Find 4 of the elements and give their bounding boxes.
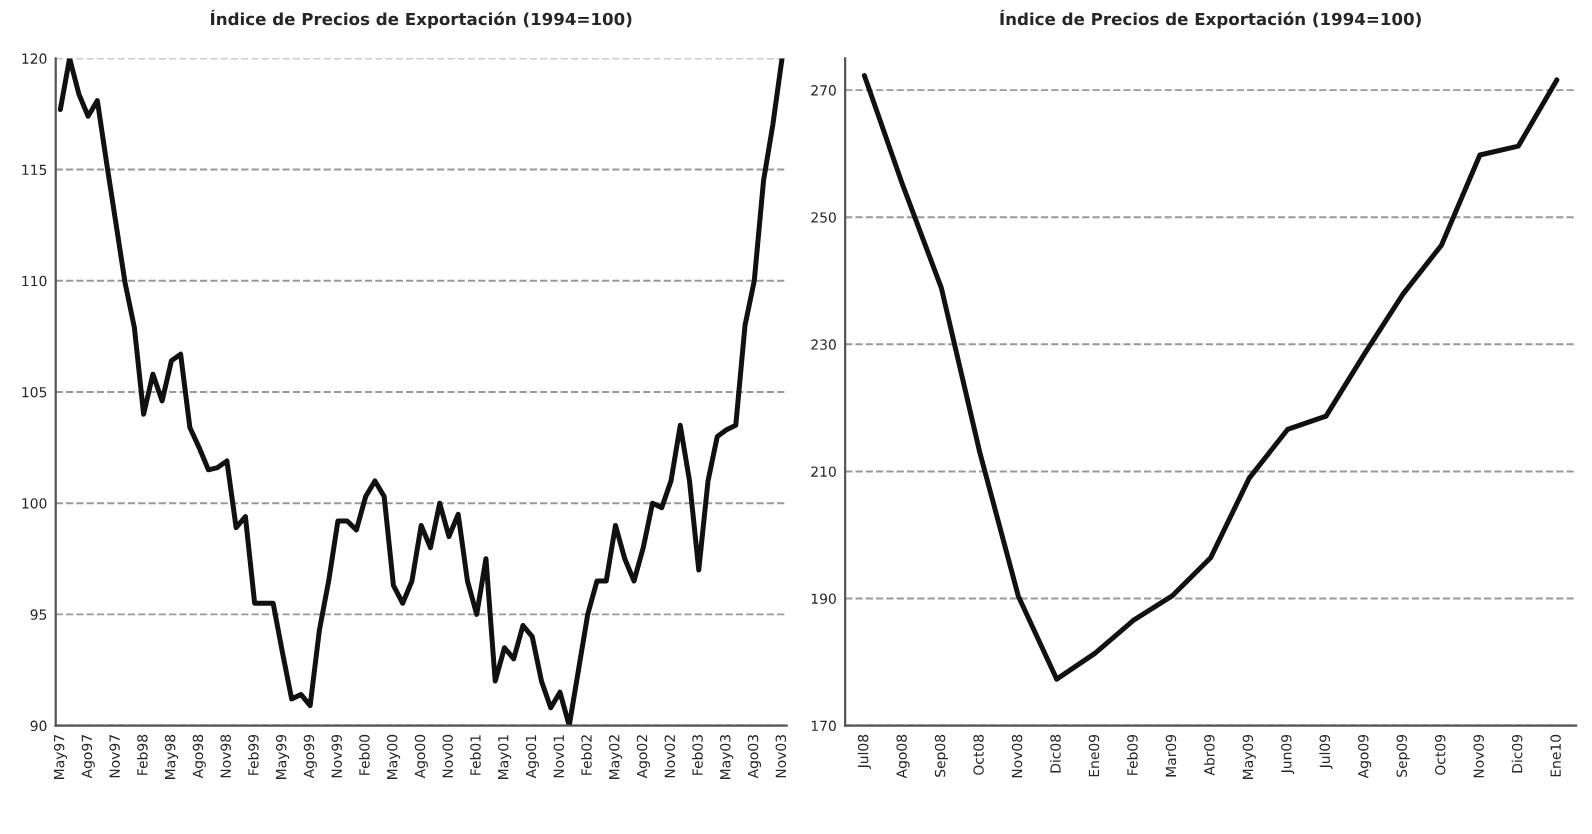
chart-title: Índice de Precios de Exportación (1994=100): [211, 9, 632, 29]
chart-title: Índice de Precios de Exportación (1994=100): [1000, 9, 1421, 29]
line-series: [57, 58, 785, 726]
line-series: [861, 73, 1560, 682]
